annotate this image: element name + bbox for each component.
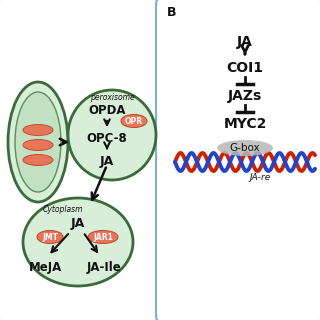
- Ellipse shape: [23, 198, 133, 286]
- Ellipse shape: [23, 140, 53, 150]
- Ellipse shape: [15, 92, 61, 192]
- Text: B: B: [167, 6, 177, 20]
- FancyBboxPatch shape: [156, 0, 320, 320]
- Text: OPDA: OPDA: [88, 105, 126, 117]
- Text: JA: JA: [237, 35, 253, 49]
- Text: JAR1: JAR1: [93, 233, 113, 242]
- FancyBboxPatch shape: [0, 0, 158, 320]
- Text: JA: JA: [100, 156, 114, 169]
- Ellipse shape: [23, 155, 53, 165]
- Text: Cytoplasm: Cytoplasm: [43, 205, 83, 214]
- Ellipse shape: [23, 124, 53, 135]
- Text: MYC2: MYC2: [223, 117, 267, 131]
- Text: JAZs: JAZs: [228, 89, 262, 103]
- Text: peroxisome: peroxisome: [90, 92, 134, 101]
- Text: JMT: JMT: [42, 233, 58, 242]
- Ellipse shape: [121, 115, 147, 127]
- Text: JA: JA: [71, 218, 85, 230]
- Text: JA-re: JA-re: [249, 172, 271, 181]
- Ellipse shape: [88, 230, 118, 244]
- Text: G-box: G-box: [230, 143, 260, 153]
- Ellipse shape: [8, 82, 68, 202]
- Ellipse shape: [68, 90, 156, 180]
- Text: MeJA: MeJA: [29, 261, 63, 275]
- Text: COI1: COI1: [227, 61, 263, 75]
- Ellipse shape: [217, 140, 273, 156]
- Text: JA-Ile: JA-Ile: [87, 261, 121, 275]
- Text: OPC-8: OPC-8: [87, 132, 127, 145]
- Text: OPR: OPR: [125, 116, 143, 125]
- Ellipse shape: [37, 230, 63, 244]
